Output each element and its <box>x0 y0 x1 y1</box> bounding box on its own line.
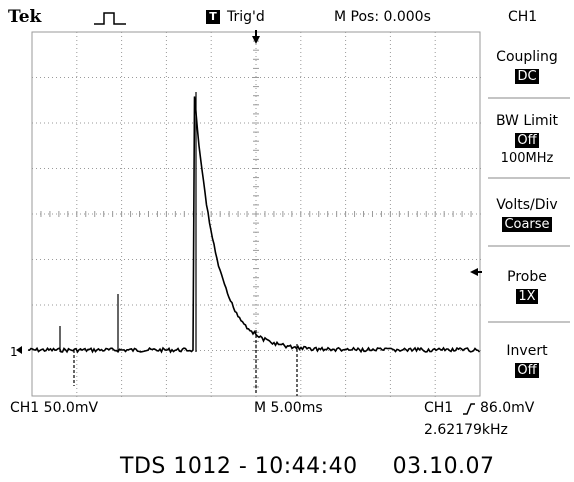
probe-label: Probe <box>507 269 547 285</box>
menu-probe[interactable]: Probe 1X <box>482 268 572 306</box>
footer-time: 10:44:40 <box>254 454 358 479</box>
probe-value: 1X <box>516 289 538 304</box>
volts-div-label: Volts/Div <box>496 197 558 213</box>
channel-title: CH1 <box>508 9 538 25</box>
bw-limit-value: Off <box>515 133 539 148</box>
graticule <box>31 31 481 397</box>
side-menu <box>486 32 572 396</box>
footer-model: TDS 1012 <box>120 454 232 479</box>
brand-logo: Tek <box>8 7 42 27</box>
waveform-trace <box>27 96 481 354</box>
trigger-level-arrow-icon <box>470 268 482 276</box>
bw-limit-frequency: 100MHz <box>500 151 554 166</box>
scope-display: 1 <box>10 30 482 397</box>
single-pulse-icon <box>94 12 126 25</box>
ch1-ground-arrow-icon <box>16 346 22 354</box>
trigger-level-readout: 86.0mV <box>480 400 535 416</box>
coupling-label: Coupling <box>496 49 558 65</box>
menu-separators <box>488 97 570 323</box>
invert-value: Off <box>515 363 539 378</box>
footer-date: 03.10.07 <box>392 454 495 479</box>
frequency-readout: 2.62179kHz <box>424 422 508 438</box>
trigger-square-icon: T <box>206 10 220 24</box>
ch1-ground-marker: 1 <box>10 345 18 359</box>
trigger-status: Trig'd <box>227 9 265 25</box>
volts-div-value: Coarse <box>502 217 552 232</box>
rising-edge-icon <box>463 403 475 415</box>
noise-spikes <box>59 92 298 396</box>
coupling-value: DC <box>515 69 539 84</box>
menu-invert[interactable]: Invert Off <box>482 342 572 380</box>
trigger-source-readout: CH1 <box>424 400 454 416</box>
menu-volts-div[interactable]: Volts/Div Coarse <box>482 196 572 234</box>
m-pos-readout: M Pos: 0.000s <box>334 9 431 25</box>
timebase-readout: M 5.00ms <box>254 400 323 416</box>
bw-limit-label: BW Limit <box>495 113 559 129</box>
menu-coupling[interactable]: Coupling DC <box>482 48 572 86</box>
ch1-scale-readout: CH1 50.0mV <box>10 400 99 416</box>
invert-label: Invert <box>506 343 548 359</box>
footer-caption: TDS 1012 - 10:44:40 03.10.07 <box>120 454 495 479</box>
trigger-position-arrow-icon <box>252 30 260 44</box>
menu-bw-limit[interactable]: BW Limit Off 100MHz <box>482 112 572 168</box>
